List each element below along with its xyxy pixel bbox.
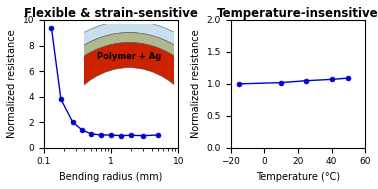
Title: Temperature-insensitive: Temperature-insensitive	[217, 7, 378, 20]
Title: Flexible & strain-sensitive: Flexible & strain-sensitive	[24, 7, 198, 20]
X-axis label: Bending radius (mm): Bending radius (mm)	[59, 172, 163, 182]
Y-axis label: Normalized resistance: Normalized resistance	[7, 29, 17, 138]
X-axis label: Temperature (°C): Temperature (°C)	[256, 172, 340, 182]
Y-axis label: Normalized resistance: Normalized resistance	[191, 29, 201, 138]
